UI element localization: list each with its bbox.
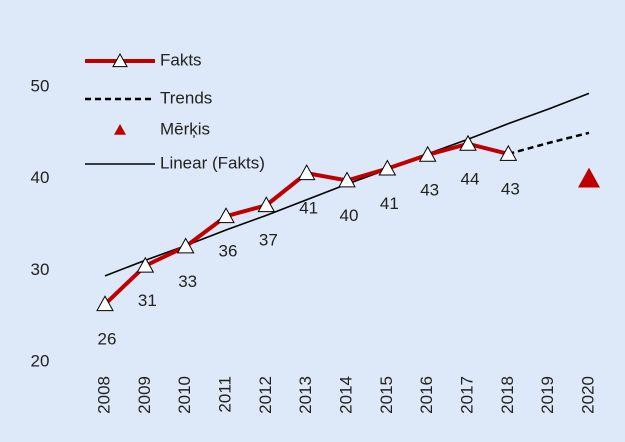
- y-tick-label: 30: [31, 260, 50, 279]
- x-tick-label: 2014: [336, 376, 355, 414]
- legend-marker: [114, 124, 126, 135]
- target-marker: [578, 167, 600, 188]
- x-tick-label: 2020: [578, 376, 597, 414]
- legend-label: Trends: [160, 88, 212, 107]
- x-tick-label: 2010: [175, 376, 194, 414]
- data-label: 37: [259, 231, 278, 250]
- data-label: 41: [380, 194, 399, 213]
- legend-label: Fakts: [160, 50, 202, 69]
- legend-label: Linear (Fakts): [160, 153, 265, 172]
- x-tick-label: 2016: [417, 376, 436, 414]
- data-marker: [378, 159, 397, 176]
- y-tick-label: 50: [31, 76, 50, 95]
- y-tick-label: 40: [31, 168, 50, 187]
- data-marker: [217, 207, 235, 224]
- data-label: 33: [178, 272, 197, 291]
- data-label: 41: [299, 199, 318, 218]
- data-label: 43: [420, 180, 439, 199]
- legend-marker: [112, 52, 128, 68]
- legend-label: Mērķis: [160, 119, 210, 138]
- data-label: 26: [98, 330, 117, 349]
- y-tick-label: 20: [31, 351, 50, 370]
- x-tick-label: 2018: [498, 376, 517, 414]
- data-marker: [176, 237, 195, 254]
- data-marker: [499, 144, 518, 161]
- data-marker: [136, 256, 155, 273]
- data-label: 36: [219, 242, 238, 261]
- data-label: 40: [340, 206, 359, 225]
- forecast-line: [508, 131, 590, 156]
- data-marker: [418, 145, 437, 162]
- data-label: 31: [138, 291, 157, 310]
- x-tick-label: 2008: [94, 376, 113, 414]
- data-label: 43: [501, 179, 520, 198]
- data-marker: [297, 164, 316, 181]
- data-marker: [459, 134, 477, 151]
- x-tick-label: 2019: [538, 376, 557, 414]
- x-tick-label: 2011: [215, 376, 234, 413]
- data-marker: [257, 196, 276, 213]
- data-label: 44: [461, 169, 480, 188]
- x-tick-label: 2013: [296, 376, 315, 414]
- data-marker: [96, 295, 114, 312]
- x-tick-label: 2012: [256, 376, 275, 414]
- x-tick-label: 2009: [135, 376, 154, 414]
- x-tick-label: 2017: [457, 376, 476, 414]
- data-marker: [338, 171, 356, 188]
- x-tick-label: 2015: [377, 376, 396, 414]
